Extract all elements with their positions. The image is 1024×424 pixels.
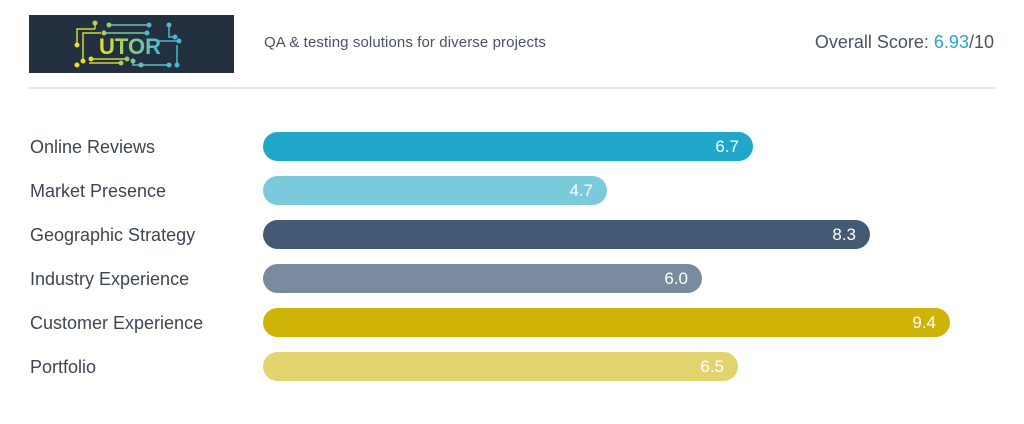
bar-value-label: 9.4 [912, 313, 936, 332]
overall-score-value: 6.93 [933, 32, 969, 52]
category-label: Industry Experience [30, 269, 190, 289]
bar-row: Geographic Strategy 8.3 [0, 220, 1024, 250]
category-label: Online Reviews [30, 137, 156, 157]
bar-row: Portfolio 6.5 [0, 352, 1024, 382]
category-label: Market Presence [30, 181, 167, 201]
overall-score-suffix: /10 [968, 32, 994, 52]
bar-value-label: 8.3 [832, 225, 856, 244]
category-label: Customer Experience [30, 313, 204, 333]
logo-text: UTOR [99, 34, 161, 59]
bar-value-label: 6.5 [700, 357, 724, 376]
header-divider [29, 87, 995, 89]
company-tagline: QA & testing solutions for diverse proje… [264, 34, 546, 51]
category-label: Portfolio [30, 357, 97, 377]
bar-row: Customer Experience 9.4 [0, 308, 1024, 338]
overall-score: Overall Score: 6.93/10 [815, 32, 994, 53]
score-bar: 6.7 [263, 132, 753, 161]
bar-row: Online Reviews 6.7 [0, 132, 1024, 162]
score-bar: 4.7 [263, 176, 607, 205]
bar-value-label: 6.7 [715, 137, 739, 156]
score-bar: 9.4 [263, 308, 950, 337]
bar-row: Market Presence 4.7 [0, 176, 1024, 206]
bar-value-label: 4.7 [569, 181, 593, 200]
score-bar: 6.0 [263, 264, 702, 293]
bar-row: Industry Experience 6.0 [0, 264, 1024, 294]
bar-value-label: 6.0 [664, 269, 688, 288]
overall-score-label: Overall Score: [814, 32, 934, 52]
score-bar: 8.3 [263, 220, 870, 249]
category-label: Geographic Strategy [30, 225, 196, 245]
circuit-logo-icon: UTOR [74, 20, 182, 68]
company-logo: UTOR [29, 15, 234, 73]
score-bar: 6.5 [263, 352, 738, 381]
